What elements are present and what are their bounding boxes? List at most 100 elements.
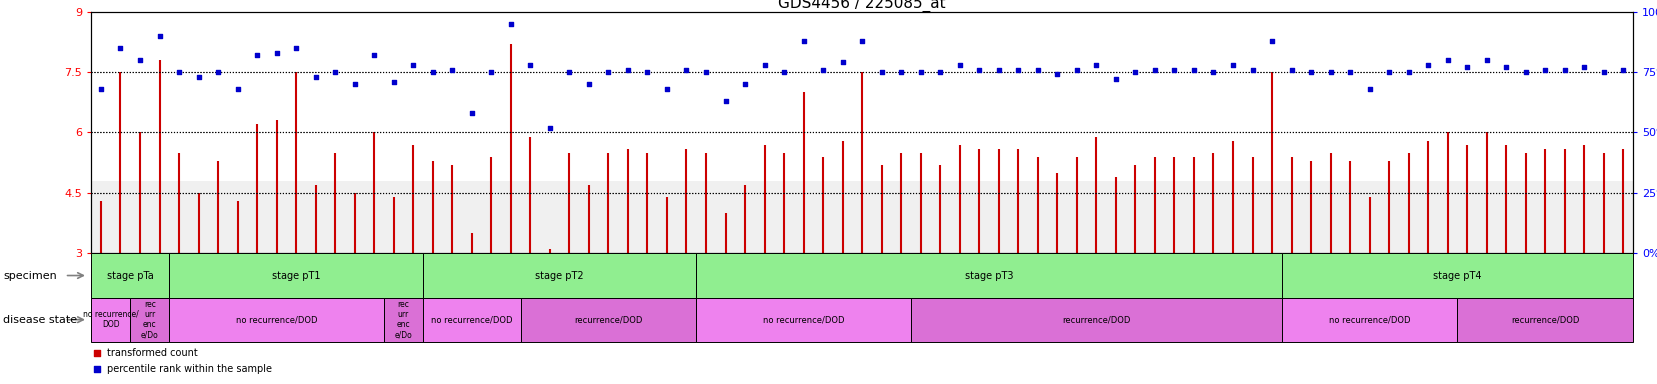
Point — [1355, 86, 1382, 92]
Bar — [1281, 298, 1457, 342]
Point — [1491, 64, 1518, 70]
Text: specimen: specimen — [3, 270, 56, 281]
Point — [399, 62, 426, 68]
Point — [575, 81, 601, 87]
Point — [497, 20, 524, 27]
Point — [283, 45, 310, 51]
Bar — [91, 298, 131, 342]
Point — [1531, 66, 1558, 73]
Point — [888, 69, 915, 75]
Point — [771, 69, 797, 75]
Point — [1413, 62, 1440, 68]
Bar — [169, 253, 423, 298]
Point — [555, 69, 582, 75]
Bar — [1281, 253, 1632, 298]
Point — [1122, 69, 1148, 75]
Text: rec
urr
enc
e/Do: rec urr enc e/Do — [141, 300, 159, 340]
Point — [848, 38, 875, 44]
Point — [1004, 66, 1031, 73]
Point — [946, 62, 973, 68]
Point — [635, 69, 661, 75]
Point — [263, 50, 290, 56]
Point — [1297, 69, 1324, 75]
Bar — [1457, 298, 1632, 342]
Text: disease state: disease state — [3, 314, 78, 325]
Bar — [423, 298, 520, 342]
Point — [1433, 57, 1460, 63]
Point — [321, 69, 348, 75]
Point — [244, 52, 270, 58]
Point — [1220, 62, 1246, 68]
Point — [459, 110, 486, 116]
Bar — [131, 298, 169, 342]
Point — [1551, 66, 1577, 73]
Text: no recurrence/DOD: no recurrence/DOD — [235, 315, 316, 324]
Text: no recurrence/DOD: no recurrence/DOD — [431, 315, 512, 324]
Bar — [423, 253, 696, 298]
Point — [809, 66, 835, 73]
Point — [828, 59, 855, 65]
Text: no recurrence/
DOD: no recurrence/ DOD — [83, 310, 139, 329]
Point — [1200, 69, 1226, 75]
Text: recurrence/DOD: recurrence/DOD — [573, 315, 643, 324]
Point — [439, 66, 466, 73]
Point — [673, 66, 699, 73]
Point — [341, 81, 368, 87]
Point — [1082, 62, 1109, 68]
Point — [1024, 66, 1051, 73]
Point — [166, 69, 192, 75]
Point — [693, 69, 719, 75]
Point — [537, 124, 563, 131]
Bar — [169, 298, 384, 342]
Point — [1609, 66, 1635, 73]
Point — [731, 81, 757, 87]
Point — [361, 52, 388, 58]
Point — [205, 69, 232, 75]
Point — [1336, 69, 1362, 75]
Point — [302, 74, 328, 80]
Text: transformed count: transformed count — [106, 348, 197, 358]
Point — [146, 33, 172, 39]
Point — [906, 69, 933, 75]
Point — [1571, 64, 1597, 70]
Point — [1160, 66, 1186, 73]
Text: percentile rank within the sample: percentile rank within the sample — [106, 364, 272, 374]
Text: recurrence/DOD: recurrence/DOD — [1062, 315, 1130, 324]
Point — [1278, 66, 1304, 73]
Point — [595, 69, 621, 75]
Text: stage pT3: stage pT3 — [964, 270, 1012, 281]
Point — [1258, 38, 1284, 44]
Text: stage pT4: stage pT4 — [1432, 270, 1481, 281]
Point — [1317, 69, 1344, 75]
Point — [984, 66, 1011, 73]
Point — [83, 349, 109, 356]
Bar — [91, 253, 169, 298]
Point — [1511, 69, 1538, 75]
Point — [1395, 69, 1422, 75]
Point — [126, 57, 152, 63]
Point — [108, 45, 134, 51]
Text: stage pTa: stage pTa — [106, 270, 154, 281]
Title: GDS4456 / 225085_at: GDS4456 / 225085_at — [777, 0, 946, 12]
Bar — [520, 298, 696, 342]
Point — [1142, 66, 1168, 73]
Point — [477, 69, 504, 75]
Point — [186, 74, 212, 80]
Point — [1238, 66, 1264, 73]
Point — [1375, 69, 1402, 75]
Text: no recurrence/DOD: no recurrence/DOD — [762, 315, 843, 324]
Point — [615, 66, 641, 73]
Bar — [384, 298, 423, 342]
Point — [88, 86, 114, 92]
Point — [790, 38, 817, 44]
Point — [926, 69, 953, 75]
Bar — [91, 181, 1632, 253]
Text: rec
urr
enc
e/Do: rec urr enc e/Do — [394, 300, 413, 340]
Point — [419, 69, 446, 75]
Point — [653, 86, 679, 92]
Point — [1453, 64, 1480, 70]
Point — [83, 366, 109, 372]
Point — [517, 62, 543, 68]
Point — [713, 98, 739, 104]
Text: stage pT1: stage pT1 — [272, 270, 320, 281]
